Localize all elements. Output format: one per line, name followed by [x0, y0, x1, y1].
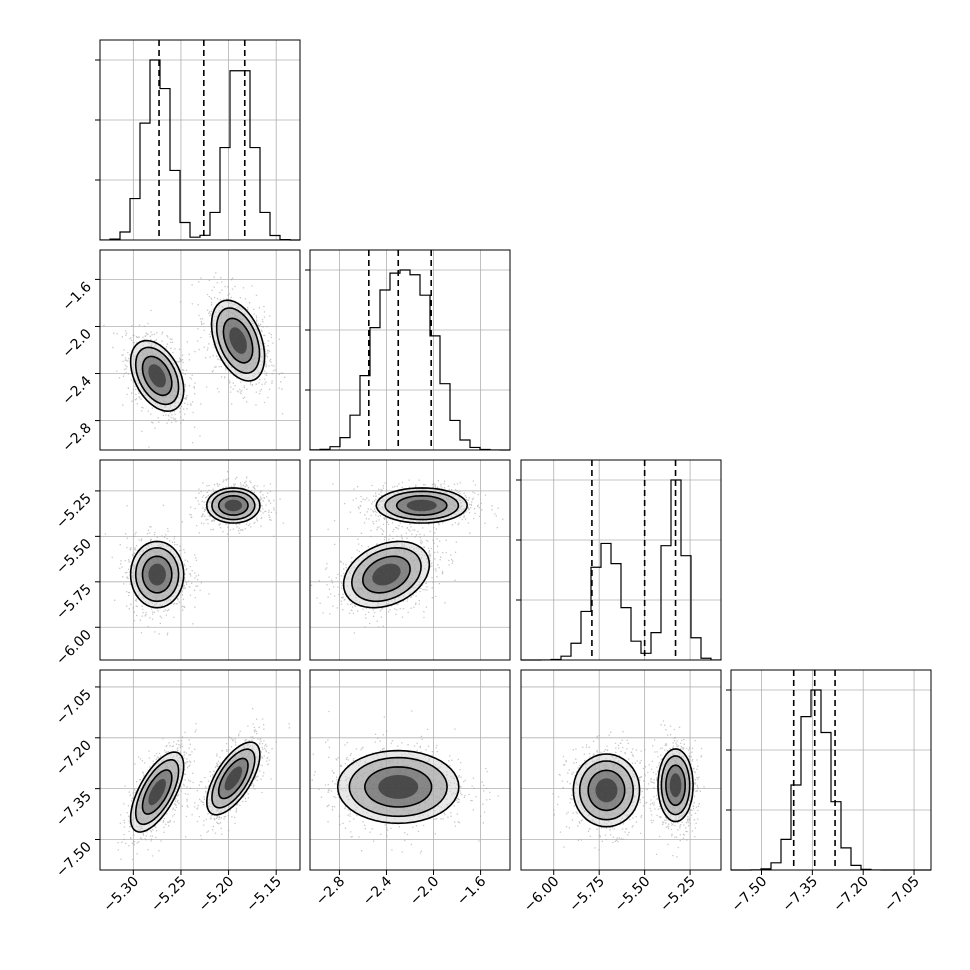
p12-frame: [309, 459, 511, 661]
xtick-label-3-3: −7.05: [881, 874, 923, 916]
hist-1-frame: [309, 249, 511, 451]
p02-frame: [99, 459, 301, 661]
scatter-panel-2-3: [520, 669, 722, 871]
p02-c0-contour-2: [134, 546, 180, 603]
ytick-label-2-0: −6.00: [53, 627, 95, 669]
p03-c0-contour-1: [141, 769, 173, 815]
p03-c0-contour-2: [134, 759, 180, 826]
xtick-label-2-1: −5.75: [566, 874, 608, 916]
ytick-label-2-1: −5.75: [53, 581, 95, 623]
xtick-label-1-0: −2.8: [313, 874, 348, 909]
xtick-label-3-1: −7.35: [780, 874, 822, 916]
p01-c0-contour-2: [134, 346, 180, 406]
p01-c0-fill-0: [148, 364, 166, 388]
xtick-label-2-0: −6.00: [521, 874, 563, 916]
xtick-label-2-3: −5.25: [657, 874, 699, 916]
p13-c0-contour-3: [336, 749, 460, 825]
p01-c1-contour-1: [222, 317, 254, 364]
p01-c1-contour-2: [215, 307, 261, 375]
xtick-label-0-2: −5.20: [196, 874, 238, 916]
p01-c1-fill-0: [229, 327, 247, 354]
p12-c0-contour-2: [350, 546, 422, 603]
p23-c0-fill-0: [595, 778, 618, 803]
p03-c1-fill-0: [224, 766, 243, 791]
ytick-label-1-1: −2.4: [59, 373, 94, 408]
p23-c0-contour-2: [578, 760, 635, 821]
p02-c0-contour-3: [129, 540, 185, 609]
xtick-label-1-3: −1.6: [454, 873, 489, 908]
p13-c0-contour-2: [348, 756, 448, 818]
ytick-label-1-0: −2.8: [59, 420, 94, 455]
p23-c1-contour-2: [660, 755, 691, 816]
p03-frame: [99, 669, 301, 871]
p12-c0-contour-1: [361, 555, 411, 594]
p13-frame: [309, 669, 511, 871]
hist-panel-3: [726, 669, 932, 871]
p23-frame: [520, 669, 722, 871]
p01-c0-contour-1: [141, 355, 173, 397]
p23-c1-fill-0: [669, 773, 682, 798]
hist-panel-0: [95, 39, 301, 241]
scatter-panel-1-2: [309, 459, 511, 661]
hist-2-frame: [520, 459, 722, 661]
ytick-label-2-3: −5.25: [53, 490, 95, 532]
p23-c0-contour-3: [572, 753, 641, 828]
p03-c1-contour-2: [211, 748, 256, 809]
p02-c1-contour-2: [211, 490, 256, 521]
scatter-panel-0-1: [99, 249, 301, 451]
p02-c1-fill-0: [224, 499, 243, 512]
p12-c1-contour-3: [375, 487, 469, 524]
xtick-label-1-2: −2.0: [407, 874, 442, 909]
scatter-panel-0-3: [99, 669, 301, 871]
ytick-label-3-1: −7.35: [53, 788, 95, 830]
p12-c0-fill-0: [372, 563, 401, 586]
xtick-label-0-1: −5.25: [148, 874, 190, 916]
hist-panel-1: [305, 249, 511, 451]
xtick-label-3-0: −7.50: [729, 874, 771, 916]
hist-1-bars: [309, 269, 511, 451]
scatter-panel-1-3: [309, 669, 511, 871]
ytick-label-2-2: −5.50: [53, 536, 95, 578]
p03-c0-contour-3: [129, 751, 185, 833]
p03-c0-fill-0: [148, 778, 166, 806]
hist-3-frame: [730, 669, 932, 871]
xtick-label-0-3: −5.15: [243, 874, 285, 916]
p02-c1-contour-1: [217, 494, 249, 516]
p12-c1-contour-2: [384, 490, 460, 521]
p23-c1-contour-1: [665, 764, 687, 807]
hist-3-bars: [731, 689, 931, 871]
ytick-label-1-3: −1.6: [59, 279, 94, 314]
xtick-label-3-2: −7.20: [830, 874, 872, 916]
p02-c0-fill-0: [148, 563, 166, 586]
xtick-label-2-2: −5.50: [612, 874, 654, 916]
hist-0-frame: [99, 39, 301, 241]
p23-c1-contour-3: [657, 748, 694, 823]
xtick-label-0-0: −5.30: [101, 874, 143, 916]
p01-frame: [99, 249, 301, 451]
ytick-label-3-2: −7.20: [53, 737, 95, 779]
p12-c1-fill-0: [406, 499, 437, 512]
p03-c1-contour-1: [217, 757, 249, 800]
ytick-label-3-0: −7.50: [53, 839, 95, 881]
p02-c1-contour-3: [205, 487, 261, 524]
p23-c0-contour-1: [587, 769, 626, 812]
p01-c1-contour-3: [210, 299, 266, 382]
p12-c1-contour-1: [395, 494, 448, 516]
hist-panel-2: [516, 459, 722, 661]
ytick-label-1-2: −2.0: [59, 326, 94, 361]
xtick-label-1-1: −2.4: [360, 873, 395, 908]
p12-c0-contour-3: [342, 540, 431, 609]
p01-c0-contour-3: [129, 339, 185, 413]
p13-c0-contour-1: [363, 766, 433, 808]
p02-scatter: [104, 471, 300, 636]
ytick-label-3-3: −7.05: [53, 686, 95, 728]
p03-c1-contour-3: [205, 741, 261, 816]
p13-c0-fill-0: [378, 775, 419, 799]
hist-0-bars: [99, 59, 301, 241]
scatter-panel-0-2: [99, 459, 301, 661]
hist-2-bars: [521, 479, 722, 661]
p02-c0-contour-1: [141, 555, 173, 594]
